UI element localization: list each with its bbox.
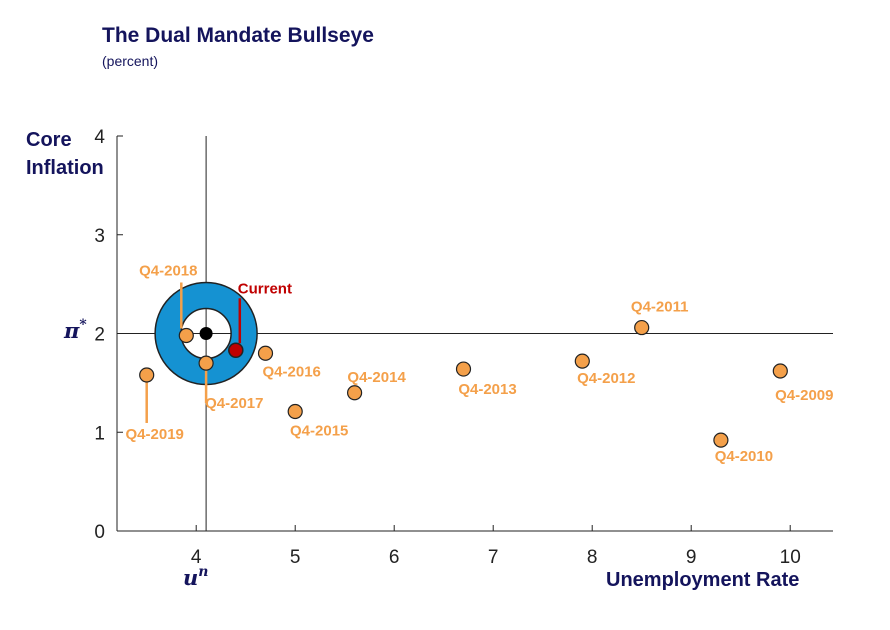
point-label: Q4-2017	[205, 395, 263, 412]
data-point	[347, 385, 363, 401]
x-tick-label: 6	[389, 547, 400, 568]
y-tick-label: 4	[94, 127, 105, 148]
y-tick-label: 2	[94, 325, 105, 346]
bullseye-target-dot	[199, 327, 213, 340]
point-label: Q4-2014	[347, 369, 406, 386]
x-tick-label: 4	[191, 547, 202, 568]
data-point	[257, 345, 274, 361]
y-tick-label: 1	[94, 423, 105, 444]
point-label: Q4-2016	[263, 363, 321, 380]
data-point	[772, 363, 788, 379]
y-tick-label: 3	[94, 226, 105, 247]
y-tick-label: 0	[94, 522, 105, 543]
y-axis-label-line1: Core	[26, 129, 72, 151]
x-tick-label: 8	[587, 547, 598, 568]
point-label: Q4-2019	[126, 426, 184, 443]
current-point	[228, 342, 244, 359]
point-label: Q4-2011	[631, 299, 689, 316]
chart-title: The Dual Mandate Bullseye	[102, 24, 374, 47]
chart-subtitle: (percent)	[102, 53, 159, 69]
x-axis-label: Unemployment Rate	[606, 569, 799, 591]
point-label: Q4-2009	[775, 387, 833, 404]
y-axis-label-line2: Inflation	[26, 157, 104, 179]
data-point	[139, 367, 155, 383]
data-point	[713, 432, 729, 448]
data-point	[198, 355, 214, 371]
point-label: Q4-2013	[458, 381, 516, 398]
point-label: Q4-2012	[577, 370, 635, 387]
x-tick-label: 5	[290, 547, 301, 568]
current-label: Current	[238, 280, 292, 297]
natural-rate-label: un	[183, 564, 208, 590]
x-tick-label: 7	[488, 547, 499, 568]
data-point	[634, 319, 650, 336]
x-tick-label: 10	[780, 547, 801, 568]
data-point	[574, 353, 590, 369]
x-tick-label: 9	[686, 547, 697, 568]
point-label: Q4-2010	[715, 448, 773, 465]
data-point	[455, 361, 472, 377]
point-label: Q4-2018	[139, 262, 197, 279]
data-point	[178, 327, 194, 344]
data-point	[287, 403, 303, 420]
point-label: Q4-2015	[290, 423, 348, 440]
inflation-target-label: π*	[63, 317, 87, 343]
